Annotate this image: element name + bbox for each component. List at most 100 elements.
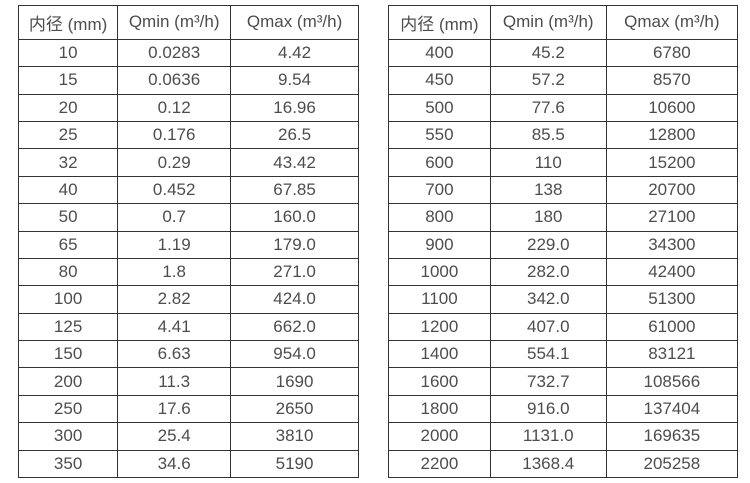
inner-diameter-cell: 1000 [388, 257, 491, 287]
qmin-cell: 85.5 [489, 121, 607, 150]
qmin-cell: 77.6 [489, 93, 607, 123]
qmax-cell: 5190 [230, 449, 359, 479]
table-row: 1600 732.7 108566 [388, 367, 739, 396]
inner-diameter-cell: 450 [388, 66, 491, 95]
qmax-cell: 42400 [605, 257, 739, 287]
qmin-cell: 342.0 [489, 285, 607, 314]
inner-diameter-cell: 1600 [388, 367, 491, 396]
qmin-cell: 1.19 [117, 230, 232, 259]
qmin-cell: 0.176 [117, 121, 232, 150]
inner-diameter-cell: 25 [17, 121, 119, 150]
inner-diameter-cell: 80 [17, 257, 119, 287]
qmax-cell: 27100 [605, 203, 739, 232]
inner-diameter-cell: 1800 [388, 394, 491, 424]
inner-diameter-cell: 50 [17, 203, 119, 232]
table-row: 20 0.12 16.96 [17, 93, 359, 123]
flow-spec-table-large-diameters: 内径 (mm) Qmin (m³/h) Qmax (m³/h) 400 45.2 6780… [388, 5, 739, 479]
qmin-cell: 0.7 [117, 203, 232, 232]
inner-diameter-cell: 40 [17, 175, 119, 205]
table-row: 80 1.8 271.0 [17, 257, 359, 287]
table-row: 300 25.4 3810 [17, 422, 359, 451]
table-row: 150 6.63 954.0 [17, 340, 359, 369]
inner-diameter-cell: 700 [388, 175, 491, 205]
qmax-cell: 108566 [605, 367, 739, 396]
qmax-cell: 10600 [605, 93, 739, 123]
column-header-qmax: Qmax (m³/h) [605, 5, 739, 40]
table-row: 25 0.176 26.5 [17, 121, 359, 150]
qmax-cell: 26.5 [230, 121, 359, 150]
table-row: 400 45.2 6780 [388, 38, 739, 68]
inner-diameter-cell: 200 [17, 367, 119, 396]
qmin-cell: 229.0 [489, 230, 607, 259]
qmax-cell: 51300 [605, 285, 739, 314]
column-header-qmin: Qmin (m³/h) [489, 5, 607, 40]
qmax-cell: 179.0 [230, 230, 359, 259]
inner-diameter-cell: 800 [388, 203, 491, 232]
inner-diameter-cell: 900 [388, 230, 491, 259]
table-row: 600 110 15200 [388, 148, 739, 177]
table-row: 15 0.0636 9.54 [17, 66, 359, 95]
table-row: 800 180 27100 [388, 203, 739, 232]
table-row: 900 229.0 34300 [388, 230, 739, 259]
qmin-cell: 732.7 [489, 367, 607, 396]
inner-diameter-cell: 2200 [388, 449, 491, 479]
inner-diameter-cell: 150 [17, 340, 119, 369]
qmin-cell: 25.4 [117, 422, 232, 451]
column-header-inner-diameter: 内径 (mm) [17, 5, 119, 40]
inner-diameter-cell: 250 [17, 394, 119, 424]
inner-diameter-cell: 1100 [388, 285, 491, 314]
table-row: 40 0.452 67.85 [17, 175, 359, 205]
qmax-cell: 34300 [605, 230, 739, 259]
table-row: 500 77.6 10600 [388, 93, 739, 123]
qmin-cell: 110 [489, 148, 607, 177]
qmax-cell: 160.0 [230, 203, 359, 232]
qmax-cell: 2650 [230, 394, 359, 424]
qmin-cell: 554.1 [489, 340, 607, 369]
table-row: 1000 282.0 42400 [388, 257, 739, 287]
inner-diameter-cell: 2000 [388, 422, 491, 451]
qmax-cell: 4.42 [230, 38, 359, 68]
table-row: 250 17.6 2650 [17, 394, 359, 424]
qmax-cell: 1690 [230, 367, 359, 396]
table-row: 700 138 20700 [388, 175, 739, 205]
inner-diameter-cell: 100 [17, 285, 119, 314]
qmin-cell: 138 [489, 175, 607, 205]
table-row: 2200 1368.4 205258 [388, 449, 739, 479]
qmax-cell: 12800 [605, 121, 739, 150]
inner-diameter-cell: 600 [388, 148, 491, 177]
table-row: 200 11.3 1690 [17, 367, 359, 396]
inner-diameter-cell: 125 [17, 312, 119, 342]
qmax-cell: 271.0 [230, 257, 359, 287]
qmax-cell: 169635 [605, 422, 739, 451]
inner-diameter-cell: 350 [17, 449, 119, 479]
inner-diameter-cell: 32 [17, 148, 119, 177]
inner-diameter-cell: 300 [17, 422, 119, 451]
qmax-cell: 205258 [605, 449, 739, 479]
qmax-cell: 20700 [605, 175, 739, 205]
inner-diameter-cell: 1200 [388, 312, 491, 342]
inner-diameter-cell: 1400 [388, 340, 491, 369]
qmin-cell: 0.0636 [117, 66, 232, 95]
table-row: 50 0.7 160.0 [17, 203, 359, 232]
inner-diameter-cell: 500 [388, 93, 491, 123]
qmin-cell: 17.6 [117, 394, 232, 424]
flow-spec-table-small-diameters: 内径 (mm) Qmin (m³/h) Qmax (m³/h) 10 0.0283 4.4… [17, 5, 359, 479]
column-header-inner-diameter: 内径 (mm) [388, 5, 491, 40]
table-row: 125 4.41 662.0 [17, 312, 359, 342]
table-row: 550 85.5 12800 [388, 121, 739, 150]
qmin-cell: 0.12 [117, 93, 232, 123]
table-row: 1200 407.0 61000 [388, 312, 739, 342]
table-row: 100 2.82 424.0 [17, 285, 359, 314]
header-row: 内径 (mm) Qmin (m³/h) Qmax (m³/h) [388, 5, 739, 40]
qmin-cell: 0.29 [117, 148, 232, 177]
qmin-cell: 4.41 [117, 312, 232, 342]
qmin-cell: 1368.4 [489, 449, 607, 479]
table-row: 2000 1131.0 169635 [388, 422, 739, 451]
qmax-cell: 9.54 [230, 66, 359, 95]
qmin-cell: 0.0283 [117, 38, 232, 68]
qmax-cell: 3810 [230, 422, 359, 451]
inner-diameter-cell: 400 [388, 38, 491, 68]
qmin-cell: 11.3 [117, 367, 232, 396]
qmin-cell: 282.0 [489, 257, 607, 287]
